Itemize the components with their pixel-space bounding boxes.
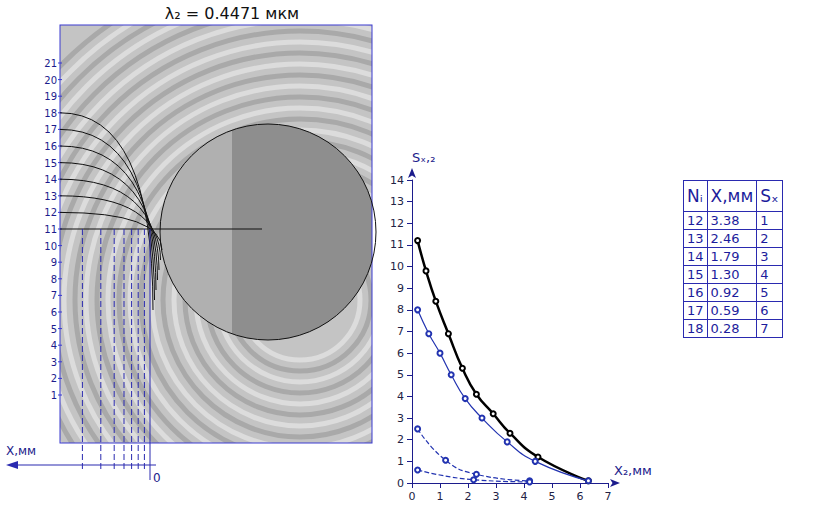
html-text:18: 18 (687, 321, 704, 336)
html-text:3.38: 3.38 (710, 213, 740, 228)
svg-text:14: 14 (390, 174, 404, 187)
svg-text:1: 1 (51, 390, 57, 401)
html-text:3: 3 (760, 249, 769, 264)
html-text:14: 14 (687, 249, 704, 264)
svg-text:7: 7 (397, 325, 404, 338)
svg-text:13: 13 (390, 195, 404, 208)
html-text:0.28: 0.28 (710, 321, 740, 336)
svg-text:10: 10 (44, 241, 57, 252)
svg-text:5: 5 (51, 324, 57, 335)
html-text:13: 13 (687, 231, 704, 246)
svg-text:11: 11 (390, 238, 404, 251)
html-text:15: 15 (687, 267, 704, 282)
svg-text:0: 0 (397, 477, 404, 490)
html-text:4: 4 (760, 267, 769, 282)
svg-text:14: 14 (44, 174, 57, 185)
svg-text:19: 19 (44, 91, 57, 102)
svg-text:21: 21 (44, 58, 57, 69)
svg-text:5: 5 (397, 368, 404, 381)
svg-text:2: 2 (397, 433, 404, 446)
html-text:12: 12 (687, 213, 704, 228)
svg-text:16: 16 (44, 141, 57, 152)
html-text:1: 1 (760, 213, 769, 228)
html-text:2.46: 2.46 (710, 231, 740, 246)
html-text:0.59: 0.59 (710, 303, 740, 318)
svg-text:4: 4 (397, 390, 404, 403)
html-text:16: 16 (687, 285, 704, 300)
svg-text:9: 9 (397, 282, 404, 295)
svg-text:3: 3 (397, 412, 404, 425)
svg-text:6: 6 (577, 490, 584, 503)
html-text:17: 17 (687, 303, 704, 318)
html-text:Nᵢ: Nᵢ (687, 186, 703, 206)
svg-text:1: 1 (397, 455, 404, 468)
svg-text:6: 6 (397, 347, 404, 360)
html-text:X,мм Sₓ: X,мм Sₓ (710, 186, 779, 206)
svg-text:λ₂ = 0.4471 мкм: λ₂ = 0.4471 мкм (165, 4, 299, 23)
html-text:2: 2 (760, 231, 769, 246)
svg-text:18: 18 (44, 108, 57, 119)
svg-text:13: 13 (44, 191, 57, 202)
svg-text:Sₓ,₂: Sₓ,₂ (412, 150, 435, 165)
svg-text:20: 20 (44, 75, 57, 86)
html-text:1.30: 1.30 (710, 267, 740, 282)
svg-text:4: 4 (521, 490, 528, 503)
svg-text:3: 3 (493, 490, 500, 503)
svg-text:11: 11 (44, 224, 57, 235)
svg-text:9: 9 (51, 257, 57, 268)
svg-text:4: 4 (51, 340, 57, 351)
svg-text:12: 12 (44, 207, 57, 218)
html-text:7: 7 (760, 321, 769, 336)
svg-text:2: 2 (51, 373, 57, 384)
svg-text:5: 5 (549, 490, 556, 503)
html-text:5: 5 (760, 285, 769, 300)
svg-text:7: 7 (605, 490, 612, 503)
svg-text:15: 15 (44, 158, 57, 169)
svg-text:X₂,мм: X₂,мм (614, 463, 652, 478)
svg-text:6: 6 (51, 307, 57, 318)
svg-text:0: 0 (409, 490, 416, 503)
svg-text:1: 1 (437, 490, 444, 503)
html-text:0.92: 0.92 (710, 285, 740, 300)
svg-text:8: 8 (397, 303, 404, 316)
svg-text:8: 8 (51, 274, 57, 285)
svg-text:10: 10 (390, 260, 404, 273)
svg-text:12: 12 (390, 217, 404, 230)
svg-text:2: 2 (465, 490, 472, 503)
svg-text:3: 3 (51, 357, 57, 368)
html-text:1.79: 1.79 (710, 249, 740, 264)
svg-text:17: 17 (44, 124, 57, 135)
svg-text:7: 7 (51, 290, 57, 301)
html-text:6: 6 (760, 303, 769, 318)
svg-text:0: 0 (153, 471, 161, 485)
svg-text:X,мм: X,мм (6, 444, 36, 458)
